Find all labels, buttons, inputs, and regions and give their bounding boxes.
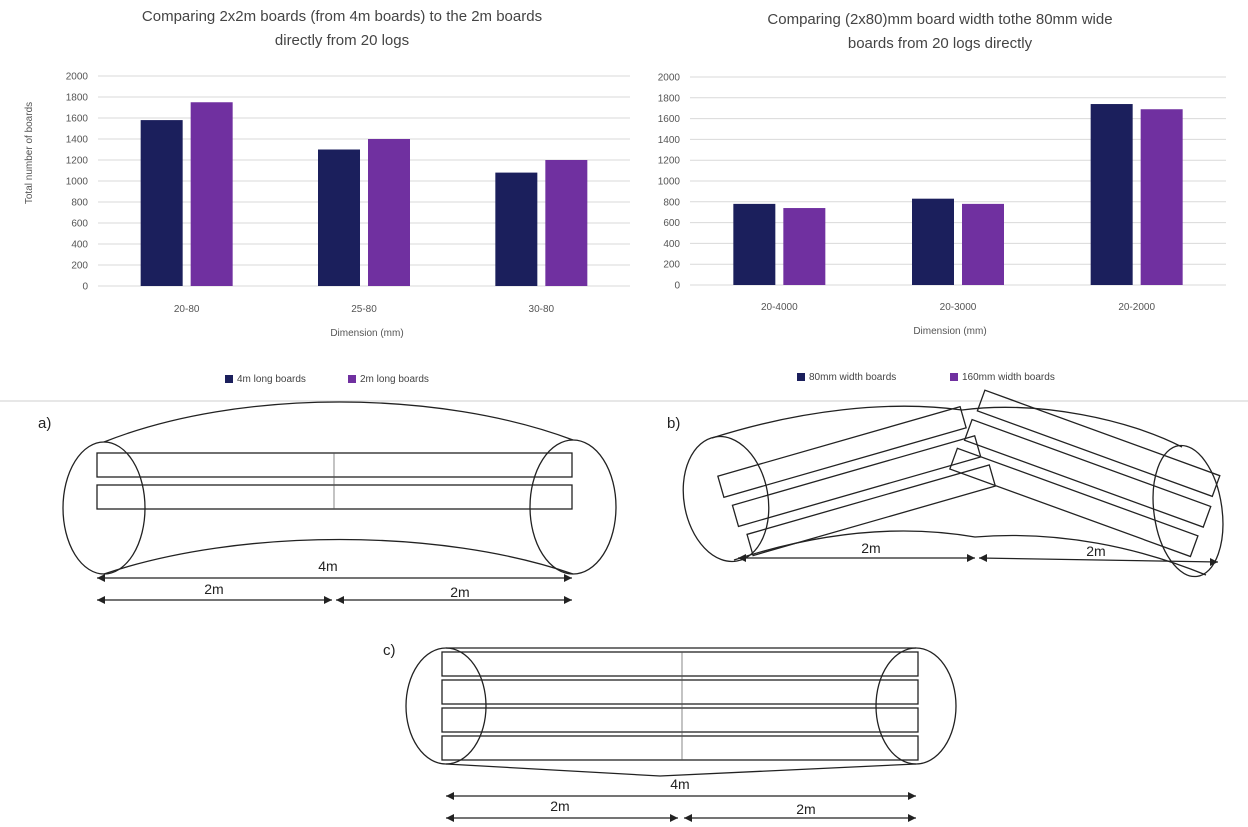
dimension-arrows-c: [446, 792, 916, 822]
y-tick-label: 1800: [658, 93, 681, 104]
chart1-title-line2: directly from 20 logs: [275, 32, 409, 49]
boards-b: [717, 389, 1221, 558]
y-tick-label: 1000: [658, 177, 681, 188]
x-tick-label: 20-3000: [940, 302, 977, 313]
legend-label-80mm: 80mm width boards: [809, 372, 896, 383]
x-tick-label: 25-80: [351, 304, 377, 315]
bar: [368, 139, 410, 286]
y-tick-label: 600: [663, 218, 680, 229]
dimension-arrows-b: [738, 554, 1219, 566]
legend-label-160mm: 160mm width boards: [962, 372, 1055, 383]
bar: [318, 149, 360, 286]
chart-board-width: Comparing (2x80)mm board width tothe 80m…: [658, 11, 1226, 383]
bar: [190, 102, 233, 286]
x-tick-label: 20-4000: [761, 302, 798, 313]
bar: [1140, 109, 1183, 286]
log-outline-b: [682, 405, 1224, 578]
y-tick-label: 1400: [658, 135, 681, 146]
y-tick-label: 1200: [66, 156, 89, 167]
diagram-c-left-length: 2m: [550, 798, 569, 814]
boards-a: [96, 452, 573, 510]
diagram-b-left-length: 2m: [861, 540, 880, 556]
bar: [140, 120, 183, 286]
x-tick-label: 20-80: [174, 304, 200, 315]
chart1-legend: 4m long boards 2m long boards: [225, 374, 429, 385]
legend-swatch-80mm: [797, 373, 805, 381]
diagram-b-right-length: 2m: [1086, 543, 1105, 559]
legend-swatch-160mm: [950, 373, 958, 381]
legend-swatch-4m: [225, 375, 233, 383]
chart2-legend: 80mm width boards 160mm width boards: [797, 372, 1055, 383]
bar: [783, 208, 826, 285]
diagram-c-total-length: 4m: [670, 776, 689, 792]
x-tick-label: 20-2000: [1118, 302, 1155, 313]
y-tick-label: 1000: [66, 177, 89, 188]
log-outline-c: [405, 647, 957, 777]
chart1-x-axis-label: Dimension (mm): [330, 328, 403, 339]
boards-c: [441, 651, 919, 761]
bar: [912, 198, 954, 285]
bar: [1090, 104, 1133, 285]
bar: [962, 203, 1004, 285]
diagram-b-label: b): [667, 415, 680, 432]
y-tick-label: 1800: [66, 93, 89, 104]
x-tick-label: 30-80: [529, 304, 555, 315]
bar: [733, 203, 776, 285]
legend-label-2m: 2m long boards: [360, 374, 429, 385]
legend-swatch-2m: [348, 375, 356, 383]
y-tick-label: 0: [674, 281, 680, 292]
diagram-c: c) 4m 2m 2m: [383, 642, 957, 822]
y-tick-label: 600: [71, 219, 88, 230]
chart2-plot: 0 200 400 600 800 1000 1200 1400 1600 1800 2000 20-…: [658, 73, 1226, 313]
diagram-b: b) 2m 2m: [667, 389, 1224, 578]
chart-board-length: Comparing 2x2m boards (from 4m boards) t…: [24, 8, 630, 385]
bar: [545, 160, 588, 286]
diagram-a-right-length: 2m: [450, 584, 469, 600]
legend-label-4m: 4m long boards: [237, 374, 306, 385]
diagram-c-right-length: 2m: [796, 801, 815, 817]
y-tick-label: 1200: [658, 156, 681, 167]
dimension-arrows-a: [97, 574, 572, 604]
chart1-plot: 0 200 400 600 800 1000 1200 1400 1600 1800 2000 20-…: [66, 72, 630, 315]
diagram-a-label: a): [38, 415, 51, 432]
y-tick-label: 200: [71, 261, 88, 272]
y-tick-label: 2000: [658, 73, 681, 84]
chart2-title-line2: boards from 20 logs directly: [848, 35, 1033, 52]
y-tick-label: 1600: [658, 114, 681, 125]
bar: [495, 172, 538, 286]
y-tick-label: 2000: [66, 72, 89, 83]
y-tick-label: 800: [71, 198, 88, 209]
diagram-c-label: c): [383, 642, 396, 659]
chart1-y-axis-label: Total number of boards: [24, 102, 35, 204]
y-tick-label: 200: [663, 260, 680, 271]
y-tick-label: 800: [663, 197, 680, 208]
y-tick-label: 400: [663, 239, 680, 250]
y-tick-label: 1400: [66, 135, 89, 146]
diagram-a: a) 4m 2m 2m: [38, 401, 617, 604]
diagram-a-total-length: 4m: [318, 558, 337, 574]
log-outline-a: [62, 401, 617, 575]
y-tick-label: 0: [82, 282, 88, 293]
y-tick-label: 1600: [66, 114, 89, 125]
y-tick-label: 400: [71, 240, 88, 251]
chart1-title-line1: Comparing 2x2m boards (from 4m boards) t…: [142, 8, 542, 25]
diagram-a-left-length: 2m: [204, 581, 223, 597]
chart2-title-line1: Comparing (2x80)mm board width tothe 80m…: [767, 11, 1112, 28]
chart2-x-axis-label: Dimension (mm): [913, 326, 986, 337]
